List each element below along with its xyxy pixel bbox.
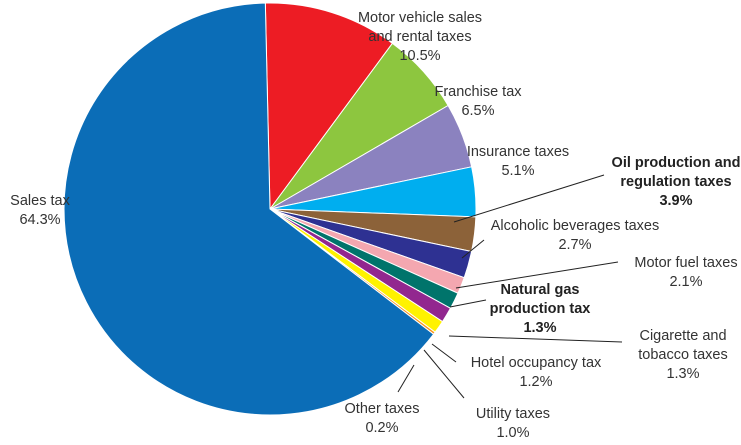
pie-slice-1	[264, 2, 394, 211]
slice-value-11: 0.2%	[365, 420, 398, 436]
slice-value-8: 1.3%	[666, 366, 699, 382]
slice-label-line-8-1: tobacco taxes	[638, 347, 727, 363]
slice-label-line-0-0: Sales tax	[10, 193, 70, 209]
slice-label-line-9-0: Hotel occupancy tax	[471, 355, 602, 371]
slice-label-line-7-0: Natural gas	[501, 282, 580, 298]
slice-label-7: Natural gas production tax 1.3%	[490, 282, 591, 336]
slice-label-line-3-0: Insurance taxes	[467, 144, 569, 160]
slice-label-11: Other taxes 0.2%	[345, 401, 420, 436]
slice-value-10: 1.0%	[496, 425, 529, 441]
leader-line-4	[453, 174, 605, 223]
slice-label-line-8-0: Cigarette and	[639, 328, 726, 344]
slice-label-line-11-0: Other taxes	[345, 401, 420, 417]
pie-slice-0	[63, 2, 435, 416]
slice-label-line-2-0: Franchise tax	[434, 84, 522, 100]
slice-value-0: 64.3%	[19, 212, 60, 228]
slice-label-2: Franchise tax 6.5%	[434, 84, 522, 119]
slice-label-line-7-1: production tax	[490, 301, 591, 317]
slice-value-2: 6.5%	[461, 103, 494, 119]
leader-line-8	[448, 335, 623, 343]
pie-slices	[63, 2, 477, 416]
slice-value-1: 10.5%	[399, 48, 440, 64]
leader-line-9	[431, 343, 457, 363]
slice-label-line-1-0: Motor vehicle sales	[358, 10, 482, 26]
slice-label-0: Sales tax 64.3%	[10, 193, 70, 228]
slice-value-9: 1.2%	[519, 374, 552, 390]
slice-label-5: Alcoholic beverages taxes 2.7%	[491, 218, 659, 253]
slice-value-5: 2.7%	[558, 237, 591, 253]
leader-line-6	[455, 261, 619, 289]
leader-lines	[397, 174, 623, 399]
slice-label-line-10-0: Utility taxes	[476, 406, 550, 422]
leader-line-10	[423, 349, 465, 399]
leader-line-5	[461, 239, 485, 259]
slice-value-3: 5.1%	[501, 163, 534, 179]
slice-label-line-4-1: regulation taxes	[620, 174, 731, 190]
slice-label-line-6-0: Motor fuel taxes	[634, 255, 737, 271]
slice-label-9: Hotel occupancy tax 1.2%	[471, 355, 602, 390]
slice-label-8: Cigarette and tobacco taxes 1.3%	[638, 328, 727, 382]
slice-label-1: Motor vehicle sales and rental taxes 10.5%	[358, 10, 482, 64]
leader-line-11	[397, 364, 415, 393]
slice-value-4: 3.9%	[659, 193, 692, 209]
slice-value-7: 1.3%	[523, 320, 556, 336]
slice-label-3: Insurance taxes 5.1%	[467, 144, 569, 179]
slice-label-4: Oil production and regulation taxes 3.9%	[612, 155, 741, 209]
slice-label-line-5-0: Alcoholic beverages taxes	[491, 218, 659, 234]
slice-label-line-1-1: and rental taxes	[368, 29, 471, 45]
slice-label-10: Utility taxes 1.0%	[476, 406, 550, 441]
slice-label-6: Motor fuel taxes 2.1%	[634, 255, 737, 290]
leader-line-7	[449, 299, 487, 308]
slice-value-6: 2.1%	[669, 274, 702, 290]
slice-labels: Sales tax 64.3% Motor vehicle sales and ren…	[10, 10, 740, 441]
slice-label-line-4-0: Oil production and	[612, 155, 741, 171]
